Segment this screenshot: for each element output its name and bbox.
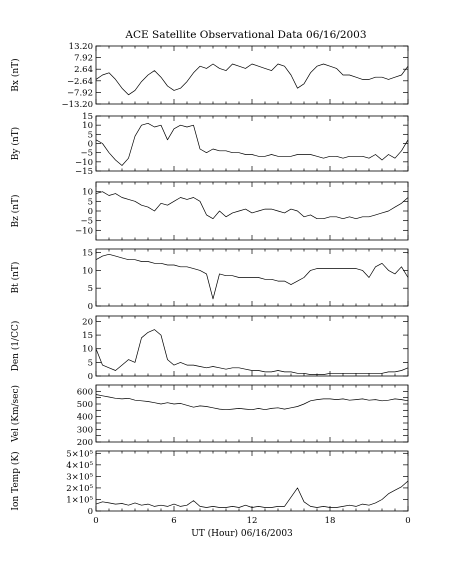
y-axis-label: Den (1/CC): [10, 321, 21, 372]
y-tick-label: −10: [75, 158, 93, 168]
y-tick-label: −13.20: [62, 100, 93, 110]
y-tick-label: 7.92: [74, 54, 93, 64]
y-tick-label: 5: [88, 358, 93, 368]
y-tick-label: 15: [82, 249, 93, 259]
y-tick-label: 0: [88, 507, 93, 517]
series-line: [95, 394, 409, 411]
series-line: [95, 253, 409, 300]
x-tick-label: 0: [93, 516, 98, 526]
panel-1: −13.20 −7.92−2.64 2.647.92 13.20 Bx (nT): [10, 42, 409, 110]
y-tick-label: 1×10⁵: [66, 495, 93, 505]
y-tick-label: 400: [77, 413, 93, 423]
y-tick-label: −5: [80, 149, 93, 159]
panel-6: 200 300 400 500 600 Vel (Km/sec): [10, 384, 409, 448]
y-tick-label: 15: [82, 331, 93, 341]
y-tick-label: 300: [77, 425, 93, 435]
y-axis-label: Bx (nT): [10, 58, 21, 91]
y-tick-label: 0: [88, 140, 93, 150]
series-line: [95, 122, 409, 166]
y-tick-label: 3×10⁵: [66, 472, 93, 482]
series-line: [95, 63, 409, 96]
y-tick-label: −7.92: [67, 88, 93, 98]
series-line: [95, 191, 409, 220]
panel-4: 0 5 10 15 Bt (nT): [10, 249, 409, 312]
y-tick-label: −5: [80, 217, 93, 227]
y-tick-label: 200: [77, 438, 93, 448]
x-tick-label: 0: [405, 516, 410, 526]
chart-title: ACE Satellite Observational Data 06/16/2…: [124, 29, 366, 41]
panel-frame: [95, 115, 409, 172]
y-tick-label: 4×10⁵: [66, 461, 93, 471]
panel-5: 0 5 10 15 20 Den (1/CC): [10, 315, 409, 382]
x-tick-label: 6: [171, 516, 176, 526]
y-tick-label: 500: [77, 400, 93, 410]
panel-frame: [95, 450, 409, 512]
y-axis-label: Bz (nT): [10, 194, 21, 227]
y-tick-label: 600: [77, 387, 93, 397]
y-axis-label: Bt (nT): [10, 262, 21, 294]
panel-frame: [95, 181, 409, 241]
y-axis-label: Ion Temp (K): [10, 451, 21, 510]
y-tick-label: 5: [88, 130, 93, 140]
y-tick-label: 20: [82, 317, 93, 327]
y-tick-label: 0: [88, 207, 93, 217]
y-tick-label: −10: [75, 226, 93, 236]
panel-frame: [95, 384, 409, 443]
y-tick-label: 10: [82, 345, 93, 355]
y-tick-label: 0: [88, 302, 93, 312]
panel-frame: [95, 315, 409, 377]
y-tick-label: 0: [88, 372, 93, 382]
y-tick-label: 5: [88, 197, 93, 207]
y-tick-label: 13.20: [69, 42, 93, 52]
y-tick-label: 10: [82, 266, 93, 276]
y-tick-label: −15: [75, 167, 93, 177]
x-axis-label: UT (Hour) 06/16/2003: [191, 528, 293, 539]
x-tick-label: 12: [247, 516, 258, 526]
y-tick-label: 10: [82, 121, 93, 131]
y-axis-label: Vel (Km/sec): [10, 385, 21, 443]
y-tick-label: 2.64: [74, 65, 93, 75]
y-tick-label: 10: [82, 188, 93, 198]
y-axis-label: By (nT): [10, 127, 21, 160]
series-line: [95, 329, 409, 375]
y-tick-label: 15: [82, 112, 93, 122]
panel-frame: [95, 45, 409, 105]
x-tick-label: 18: [325, 516, 336, 526]
y-tick-label: 2×10⁵: [66, 484, 93, 494]
y-tick-label: 5×10⁵: [66, 449, 93, 459]
y-tick-label: −2.64: [67, 77, 93, 87]
y-tick-label: 5: [88, 284, 93, 294]
series-line: [95, 480, 409, 508]
